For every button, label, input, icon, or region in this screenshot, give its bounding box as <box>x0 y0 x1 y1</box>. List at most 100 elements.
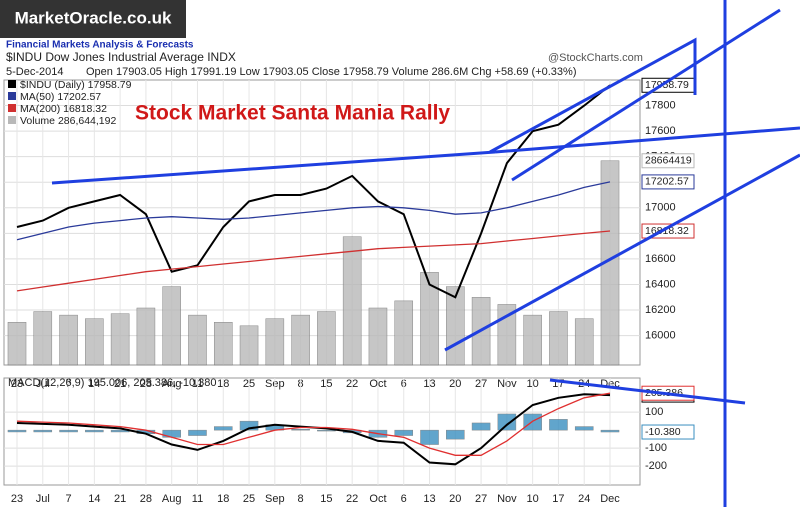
x-tick-label: 20 <box>449 493 461 505</box>
quote: Open 17903.05 High 17991.19 Low 17903.05… <box>86 66 576 78</box>
end-label-text: 17202.57 <box>645 176 689 188</box>
x-tick-label: 14 <box>88 493 100 505</box>
x-tick-label: 8 <box>298 493 304 505</box>
x-tick-label: 17 <box>552 493 564 505</box>
bar <box>523 413 542 431</box>
bar <box>188 314 207 366</box>
x-tick-label: Jul <box>36 493 50 505</box>
bar <box>162 286 181 366</box>
bar <box>110 313 130 366</box>
end-label: 28664419 <box>641 153 695 169</box>
bar <box>446 429 465 440</box>
macd-frame <box>3 377 641 486</box>
x-tick-label: Aug <box>162 493 182 505</box>
bar <box>33 311 53 366</box>
bar <box>7 322 27 366</box>
bar <box>291 314 310 366</box>
y-tick-label: 17000 <box>645 202 676 214</box>
trend-line <box>549 378 746 405</box>
bar <box>162 429 181 438</box>
bar <box>136 307 156 366</box>
bar <box>85 318 104 366</box>
bar <box>600 429 620 433</box>
x-tick-label: 11 <box>192 493 203 505</box>
end-label-box <box>641 174 695 190</box>
chart-title: MACD(12,26,9) 195.006, 205.386, -10.380 <box>8 377 217 389</box>
legend-entry: MA(200) 16818.32 <box>20 103 107 115</box>
bar <box>239 325 259 366</box>
bar <box>497 413 517 431</box>
x-tick-label: 10 <box>527 493 539 505</box>
annotation: Stock Market Santa Mania Rally <box>135 102 450 125</box>
legend-swatch <box>8 80 16 88</box>
x-tick-label: 25 <box>243 493 255 505</box>
x-tick-label: 28 <box>140 493 152 505</box>
trend-line <box>444 153 800 352</box>
bar <box>574 318 594 366</box>
tagline: Financial Markets Analysis & Forecasts <box>6 40 194 51</box>
end-label-text: 28664419 <box>645 155 692 167</box>
bar <box>33 429 53 433</box>
y-tick-label: 100 <box>645 406 663 418</box>
y-tick-label: 17600 <box>645 125 676 137</box>
bar <box>394 429 414 436</box>
x-tick-label: 18 <box>217 493 229 505</box>
bar <box>368 307 388 366</box>
trend-line <box>494 126 800 154</box>
bar <box>471 422 491 431</box>
legend-swatch <box>8 104 16 112</box>
watermark: @StockCharts.com <box>548 52 643 64</box>
bar <box>213 322 233 366</box>
line <box>16 181 611 241</box>
bar <box>239 420 259 431</box>
bar <box>342 236 362 366</box>
symbol: $INDU Dow Jones Industrial Average INDX <box>6 50 236 64</box>
line <box>16 392 611 456</box>
bar <box>59 314 78 366</box>
trend-lines <box>51 0 800 507</box>
legend-entry: $INDU (Daily) 17958.79 <box>20 79 132 91</box>
x-tick-label: Sep <box>265 493 285 505</box>
bar <box>317 429 336 432</box>
trend-line <box>489 37 697 154</box>
bar <box>549 419 568 431</box>
y-tick-label: 16400 <box>645 278 676 290</box>
x-tick-label: 13 <box>423 493 435 505</box>
bar <box>85 429 104 433</box>
x-tick-label: Oct <box>369 493 386 505</box>
bar <box>420 429 439 445</box>
y-tick-label: 16600 <box>645 253 676 265</box>
trend-line <box>511 8 781 182</box>
end-label-text: -10.380 <box>645 426 681 438</box>
logo: MarketOracle.co.uk <box>15 8 172 27</box>
legend-swatch <box>8 116 16 124</box>
bar <box>420 272 439 366</box>
bar <box>549 311 568 366</box>
y-tick-label: 16000 <box>645 330 676 342</box>
trend-line <box>51 150 496 185</box>
end-label-box <box>641 424 695 440</box>
line <box>16 230 611 292</box>
end-label: -10.380 <box>641 424 695 440</box>
bar <box>394 300 414 366</box>
x-tick-label: 27 <box>475 493 487 505</box>
bar <box>213 426 233 431</box>
line <box>16 84 611 299</box>
x-tick-label: 24 <box>578 493 590 505</box>
x-tick-label: 22 <box>346 493 358 505</box>
y-tick-label: 17800 <box>645 99 676 111</box>
y-tick-label: -100 <box>645 442 667 454</box>
bar <box>59 429 78 433</box>
bar <box>7 429 27 433</box>
x-tick-label: 6 <box>401 493 407 505</box>
date: 5-Dec-2014 <box>6 66 63 78</box>
x-tick-label: Nov <box>497 493 517 505</box>
bar <box>291 429 310 431</box>
bar <box>265 318 285 366</box>
x-tick-label: 7 <box>66 493 72 505</box>
x-tick-label: 15 <box>320 493 332 505</box>
legend-swatch <box>8 92 16 100</box>
x-tick-label: Dec <box>600 493 620 505</box>
end-label-box <box>641 153 695 169</box>
